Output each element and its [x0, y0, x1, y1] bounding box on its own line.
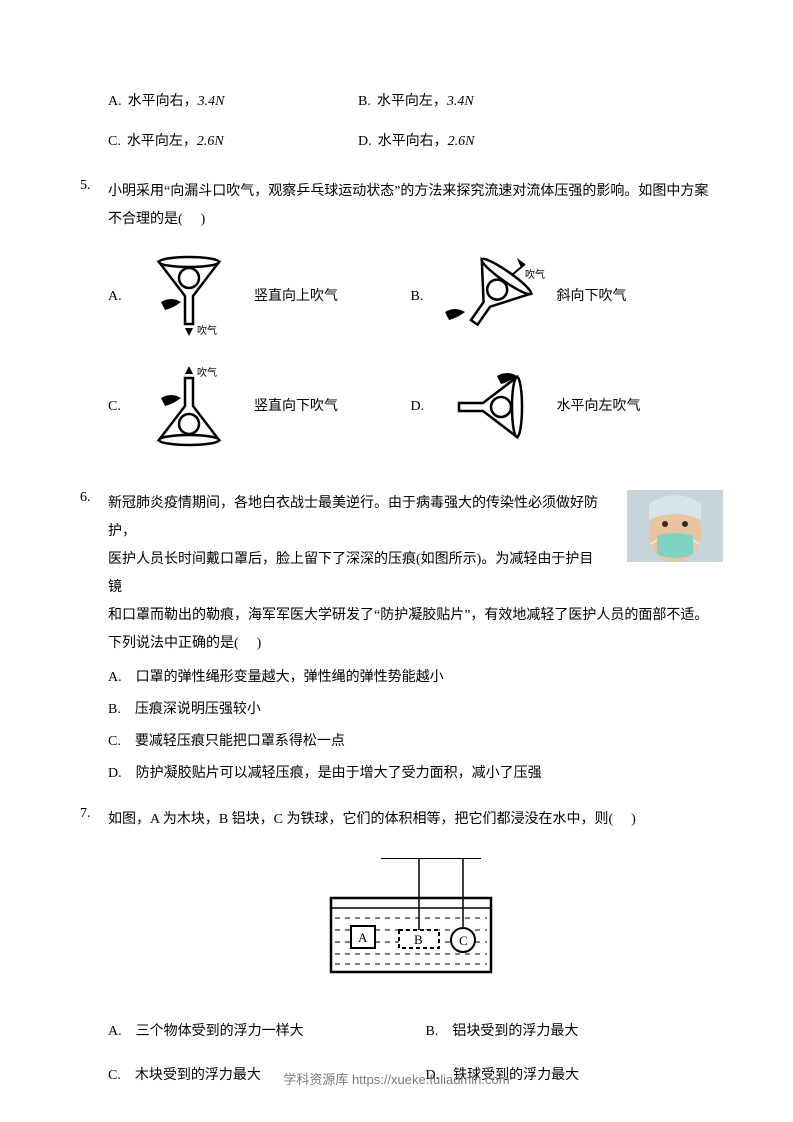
question-5: 5. 小明采用“向漏斗口吹气，观察乒乓球运动状态”的方法来探究流速对流体压强的影…: [80, 178, 713, 476]
q4-option-b: B. 水平向左， 3.4N: [358, 90, 608, 110]
q7-label-a: A: [358, 930, 368, 945]
funnel-c-icon: 吹气: [134, 362, 244, 452]
q7-label-b: B: [414, 932, 423, 947]
blow-label-b: 吹气: [525, 268, 545, 281]
q5-option-b: B. 吹气 斜向下吹气: [411, 252, 714, 342]
q5-option-d: D. 水平向左吹气: [411, 362, 714, 452]
q5-c-letter: C.: [108, 393, 124, 421]
funnel-a-icon: 吹气: [134, 252, 244, 342]
q5-body: 小明采用“向漏斗口吹气，观察乒乓球运动状态”的方法来探究流速对流体压强的影响。如…: [108, 178, 713, 476]
q4-d-label: D.: [358, 134, 372, 150]
q4-b-dir: 水平向左，: [377, 90, 447, 110]
q4-b-label: B.: [358, 94, 371, 110]
funnel-horizontal-svg: [437, 362, 547, 452]
q6-line4-wrap: 下列说法中正确的是( ): [108, 630, 713, 658]
q6-options: A. 口罩的弹性绳形变量越大，弹性绳的弹性势能越小 B. 压痕深说明压强较小 C…: [108, 664, 713, 788]
q5-b-caption: 斜向下吹气: [557, 283, 627, 311]
q7-paren: ( ): [609, 812, 638, 827]
q4-a-val: 3.4N: [198, 94, 225, 110]
q4-option-d: D. 水平向右， 2.6N: [358, 130, 608, 150]
medical-worker-photo: [627, 490, 723, 562]
q4-c-dir: 水平向左，: [127, 130, 197, 150]
q6-paren: ( ): [234, 636, 263, 651]
q4-row-1: A. 水平向右， 3.4N B. 水平向左， 3.4N: [108, 90, 713, 110]
q7-body: 如图，A 为木块，B 铝块，C 为铁球，它们的体积相等，把它们都浸没在水中，则(…: [108, 806, 713, 1090]
q6-body: 新冠肺炎疫情期间，各地白衣战士最美逆行。由于病毒强大的传染性必须做好防护， 医护…: [108, 490, 713, 792]
q7-option-b: B. 铝块受到的浮力最大: [426, 1018, 714, 1046]
q4-option-c: C. 水平向左， 2.6N: [108, 130, 358, 150]
q6-option-a: A. 口罩的弹性绳形变量越大，弹性绳的弹性势能越小: [108, 664, 713, 692]
blow-label-c: 吹气: [197, 366, 217, 379]
q7-figure: A B C: [311, 858, 511, 988]
q5-option-a: A. 吹气 竖直向上吹气: [108, 252, 411, 342]
q6-line1: 新冠肺炎疫情期间，各地白衣战士最美逆行。由于病毒强大的传染性必须做好防护，: [108, 490, 713, 546]
q5-a-letter: A.: [108, 283, 124, 311]
q5-a-caption: 竖直向上吹气: [254, 283, 338, 311]
funnel-d-icon: [437, 362, 547, 452]
q4-row-2: C. 水平向左， 2.6N D. 水平向右， 2.6N: [108, 130, 713, 150]
q4-options: A. 水平向右， 3.4N B. 水平向左， 3.4N C. 水平向左， 2.6…: [80, 90, 713, 150]
q5-d-letter: D.: [411, 393, 427, 421]
q5-option-c: C. 吹气 竖直向下吹气: [108, 362, 411, 452]
q7-option-a: A. 三个物体受到的浮力一样大: [108, 1018, 396, 1046]
funnel-up-svg: 吹气: [141, 252, 237, 342]
q5-b-letter: B.: [411, 283, 427, 311]
funnel-down-svg: 吹气: [141, 362, 237, 452]
blow-label-a: 吹气: [197, 324, 217, 337]
q4-b-val: 3.4N: [447, 94, 474, 110]
q5-options-grid: A. 吹气 竖直向上吹气 B.: [108, 252, 713, 452]
question-6: 6. 新冠肺炎疫情期间，各地白衣战士最美逆行。由于病毒强大的传染性必须做好防护，…: [80, 490, 713, 792]
q4-c-label: C.: [108, 134, 121, 150]
q6-line3: 和口罩而勒出的勒痕，海军军医大学研发了“防护凝胶贴片”，有效地减轻了医护人员的面…: [108, 602, 713, 630]
q7-label-c: C: [459, 933, 468, 948]
buoyancy-tank-svg: A B C: [311, 858, 511, 988]
q4-d-dir: 水平向右，: [378, 130, 448, 150]
funnel-b-icon: 吹气: [437, 252, 547, 342]
q6-line2: 医护人员长时间戴口罩后，脸上留下了深深的压痕(如图所示)。为减轻由于护目镜: [108, 546, 713, 602]
q6-option-b: B. 压痕深说明压强较小: [108, 696, 713, 724]
q6-line4: 下列说法中正确的是: [108, 636, 234, 651]
funnel-angled-svg: 吹气: [437, 252, 547, 342]
q4-option-a: A. 水平向右， 3.4N: [108, 90, 358, 110]
q4-c-val: 2.6N: [197, 134, 224, 150]
question-7: 7. 如图，A 为木块，B 铝块，C 为铁球，它们的体积相等，把它们都浸没在水中…: [80, 806, 713, 1090]
page-footer: 学科资源库 https://xueke.fuliadmin.com: [0, 1069, 793, 1088]
q4-a-dir: 水平向右，: [128, 90, 198, 110]
q6-option-c: C. 要减轻压痕只能把口罩系得松一点: [108, 728, 713, 756]
q6-number: 6.: [80, 490, 108, 792]
q4-a-label: A.: [108, 94, 122, 110]
q5-c-caption: 竖直向下吹气: [254, 393, 338, 421]
q4-d-val: 2.6N: [448, 134, 475, 150]
q5-d-caption: 水平向左吹气: [557, 393, 641, 421]
q7-number: 7.: [80, 806, 108, 1090]
q5-paren: ( ): [178, 212, 207, 227]
q7-stem: 如图，A 为木块，B 铝块，C 为铁球，它们的体积相等，把它们都浸没在水中，则: [108, 812, 609, 827]
q5-number: 5.: [80, 178, 108, 476]
q6-option-d: D. 防护凝胶贴片可以减轻压痕，是由于增大了受力面积，减小了压强: [108, 760, 713, 788]
